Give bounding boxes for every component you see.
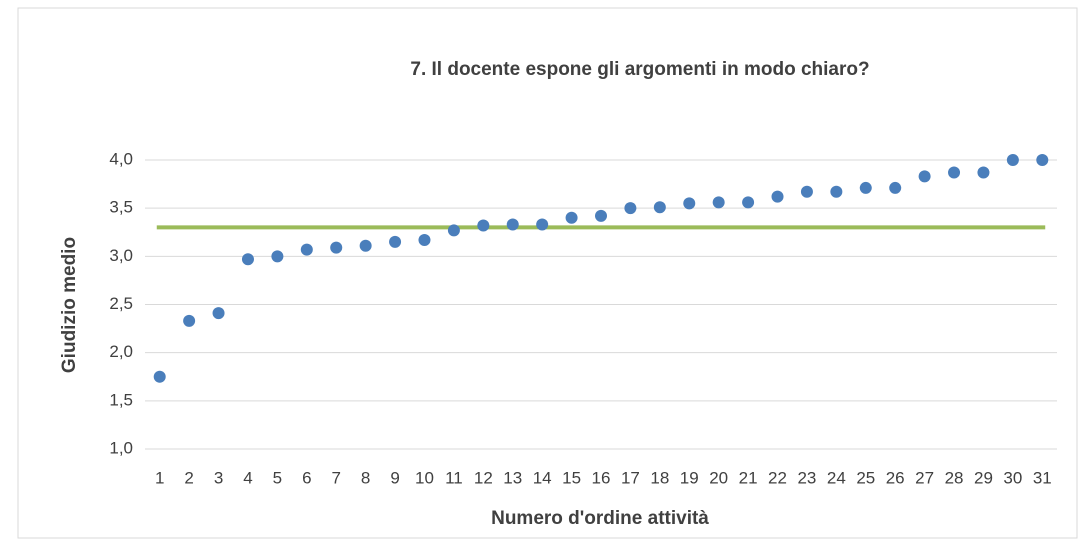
y-tick-label: 1,0 bbox=[109, 438, 133, 457]
x-tick-label: 13 bbox=[503, 468, 522, 487]
x-tick-label: 16 bbox=[592, 468, 611, 487]
point bbox=[1006, 154, 1019, 166]
y-tick-label: 1,5 bbox=[109, 390, 133, 409]
point bbox=[1036, 154, 1049, 166]
x-tick-label: 31 bbox=[1033, 468, 1052, 487]
y-tick-label: 2,0 bbox=[109, 342, 133, 361]
x-axis-title: Numero d'ordine attività bbox=[491, 508, 709, 529]
x-tick-label: 23 bbox=[797, 468, 816, 487]
point bbox=[653, 201, 666, 214]
point bbox=[153, 370, 166, 383]
x-tick-label: 27 bbox=[915, 468, 934, 487]
point bbox=[889, 181, 902, 194]
x-tick-label: 28 bbox=[945, 468, 964, 487]
point bbox=[477, 219, 490, 232]
x-tick-label: 17 bbox=[621, 468, 640, 487]
x-tick-label: 12 bbox=[474, 468, 493, 487]
chart-title: 7. Il docente espone gli argomenti in mo… bbox=[410, 59, 869, 80]
point bbox=[918, 170, 931, 183]
x-tick-label: 6 bbox=[302, 468, 311, 487]
point bbox=[800, 185, 813, 198]
x-tick-label: 5 bbox=[273, 468, 282, 487]
x-tick-label: 26 bbox=[886, 468, 905, 487]
x-tick-label: 24 bbox=[827, 468, 846, 487]
point bbox=[859, 181, 872, 194]
x-tick-label: 10 bbox=[415, 468, 434, 487]
point bbox=[183, 314, 196, 327]
x-tick-label: 18 bbox=[650, 468, 669, 487]
x-tick-label: 8 bbox=[361, 468, 370, 487]
y-tick-label: 4,0 bbox=[109, 149, 133, 168]
point bbox=[712, 196, 725, 209]
point bbox=[830, 185, 843, 198]
x-tick-label: 19 bbox=[680, 468, 699, 487]
x-tick-label: 3 bbox=[214, 468, 223, 487]
x-tick-label: 1 bbox=[155, 468, 164, 487]
point bbox=[771, 190, 784, 203]
point bbox=[359, 239, 372, 252]
point bbox=[565, 211, 578, 224]
x-tick-label: 21 bbox=[739, 468, 758, 487]
point bbox=[506, 218, 519, 231]
point bbox=[683, 197, 696, 210]
point bbox=[389, 235, 402, 248]
y-tick-label: 3,0 bbox=[109, 246, 133, 265]
x-tick-label: 22 bbox=[768, 468, 787, 487]
x-tick-label: 4 bbox=[243, 468, 252, 487]
x-tick-label: 2 bbox=[184, 468, 193, 487]
x-tick-label: 15 bbox=[562, 468, 581, 487]
point bbox=[977, 166, 990, 179]
point bbox=[212, 307, 225, 320]
x-tick-label: 29 bbox=[974, 468, 993, 487]
point bbox=[271, 250, 284, 263]
point bbox=[624, 202, 637, 215]
point bbox=[241, 253, 254, 266]
y-tick-label: 2,5 bbox=[109, 294, 133, 313]
x-tick-label: 20 bbox=[709, 468, 728, 487]
point bbox=[447, 224, 460, 237]
y-tick-label: 3,5 bbox=[109, 198, 133, 217]
x-tick-label: 9 bbox=[390, 468, 399, 487]
x-tick-label: 11 bbox=[445, 468, 463, 487]
x-tick-label: 25 bbox=[856, 468, 875, 487]
point bbox=[330, 241, 343, 254]
chart-border bbox=[17, 7, 1078, 539]
x-tick-label: 7 bbox=[331, 468, 340, 487]
x-tick-label: 30 bbox=[1003, 468, 1022, 487]
point bbox=[742, 196, 755, 209]
point bbox=[418, 233, 431, 246]
point bbox=[300, 243, 313, 256]
point bbox=[536, 218, 549, 231]
x-tick-label: 14 bbox=[533, 468, 552, 487]
point bbox=[595, 209, 607, 222]
point bbox=[948, 166, 961, 179]
y-axis-title: Giudizio medio bbox=[59, 237, 80, 373]
